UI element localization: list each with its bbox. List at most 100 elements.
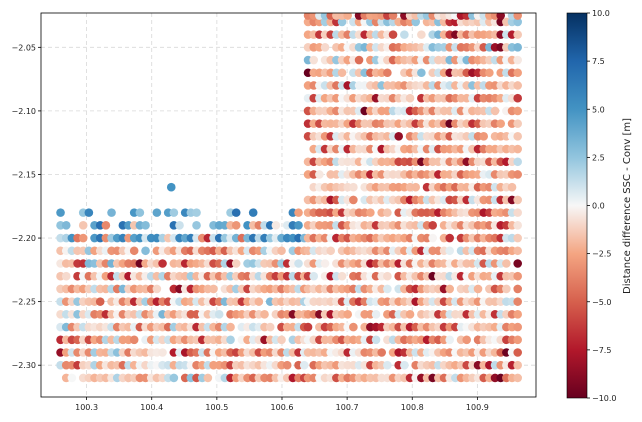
- data-point: [169, 208, 179, 217]
- data-point: [513, 221, 522, 230]
- colorbar-tick-label: −2.5: [592, 250, 611, 259]
- x-tick-label: 100.5: [205, 403, 228, 412]
- data-point: [513, 297, 522, 306]
- colorbar-tick-label: 10.0: [592, 9, 610, 18]
- data-point: [337, 17, 347, 27]
- data-point: [513, 132, 522, 141]
- data-point: [453, 13, 458, 14]
- data-point: [303, 322, 313, 332]
- data-point: [513, 310, 522, 319]
- data-point: [152, 208, 162, 217]
- data-point: [84, 208, 94, 217]
- data-point: [349, 195, 358, 205]
- data-point: [513, 246, 522, 256]
- data-point: [428, 233, 438, 243]
- data-point: [340, 13, 345, 14]
- data-point: [479, 132, 489, 141]
- data-points: [56, 13, 522, 383]
- data-point: [394, 132, 404, 141]
- data-point: [464, 13, 469, 14]
- data-point: [445, 335, 455, 345]
- data-point: [175, 221, 184, 230]
- data-point: [203, 373, 213, 383]
- colorbar-tick-label: −5.0: [592, 298, 611, 307]
- data-point: [254, 297, 264, 306]
- y-axis: −2.05 −2.10 −2.15 −2.20 −2.25 −2.30: [11, 43, 41, 370]
- data-point: [158, 259, 167, 268]
- data-point: [447, 13, 452, 14]
- data-point: [226, 335, 235, 345]
- data-point: [260, 310, 269, 319]
- data-point: [385, 13, 390, 14]
- data-point: [371, 335, 381, 345]
- data-point: [445, 246, 455, 256]
- colorbar-tick-label: 0.0: [592, 202, 605, 211]
- data-point: [388, 13, 398, 20]
- data-point: [383, 360, 392, 370]
- y-tick-label: −2.25: [11, 298, 36, 307]
- data-point: [294, 259, 303, 268]
- data-point: [231, 259, 241, 268]
- data-point: [306, 13, 311, 14]
- data-point: [337, 68, 347, 78]
- data-point: [411, 17, 421, 27]
- colorbar-tick-label: −7.5: [592, 346, 611, 355]
- data-point: [366, 208, 375, 217]
- data-point: [502, 284, 511, 294]
- data-point: [507, 182, 517, 192]
- data-point: [405, 310, 415, 319]
- colorbar-gradient: [566, 12, 588, 399]
- data-point: [277, 335, 286, 345]
- data-point: [430, 13, 435, 14]
- data-point: [513, 348, 522, 357]
- data-point: [513, 13, 522, 20]
- data-point: [513, 119, 522, 128]
- data-point: [209, 284, 218, 294]
- data-point: [493, 13, 498, 14]
- y-tick-label: −2.10: [11, 107, 36, 116]
- data-point: [337, 271, 347, 281]
- data-point: [496, 119, 506, 128]
- data-point: [400, 30, 409, 39]
- data-point: [345, 13, 350, 14]
- data-point: [462, 335, 472, 345]
- data-point: [129, 246, 139, 256]
- data-point: [326, 246, 336, 256]
- data-point: [445, 284, 455, 294]
- data-point: [513, 208, 522, 217]
- x-tick-label: 100.6: [271, 403, 294, 412]
- data-point: [417, 30, 426, 39]
- data-point: [513, 43, 522, 52]
- data-point: [388, 30, 398, 39]
- data-point: [357, 13, 362, 14]
- colorbar-ticks: 10.0 7.5 5.0 2.5 0.0 −2.5 −5.0 −7.5 −10.0: [587, 9, 617, 403]
- x-axis: 100.3 100.4 100.5 100.6 100.7 100.8 100.9: [75, 397, 489, 412]
- data-point: [67, 373, 77, 383]
- data-point: [368, 13, 373, 14]
- data-point: [95, 297, 105, 306]
- data-point: [294, 221, 303, 230]
- data-point: [413, 13, 418, 14]
- data-point: [405, 93, 415, 103]
- colorbar-tick-label: 5.0: [592, 105, 605, 114]
- plot-frame: [40, 12, 537, 398]
- data-point: [513, 259, 522, 268]
- data-point: [61, 221, 71, 230]
- data-point: [513, 81, 522, 90]
- data-point: [425, 13, 430, 14]
- data-point: [309, 55, 319, 65]
- data-point: [383, 271, 392, 281]
- data-point: [513, 30, 522, 39]
- data-point: [311, 13, 316, 14]
- data-point: [231, 208, 241, 217]
- data-point: [476, 13, 481, 14]
- data-point: [481, 13, 486, 14]
- data-point: [513, 271, 522, 281]
- data-point: [317, 13, 322, 14]
- data-point: [315, 170, 324, 179]
- data-point: [141, 246, 150, 256]
- data-point: [265, 322, 275, 332]
- y-tick-label: −2.30: [11, 361, 36, 370]
- data-point: [513, 195, 522, 205]
